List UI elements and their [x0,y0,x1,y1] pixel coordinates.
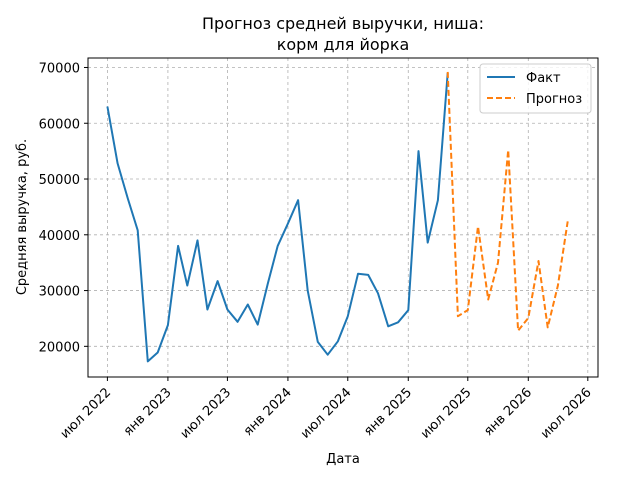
x-tick-label: июл 2024 [298,385,355,442]
legend-label-forecast: Прогноз [526,92,582,107]
x-tick-label: янв 2024 [241,385,295,439]
chart-title-line2: корм для йорка [277,35,410,54]
x-tick-label: июл 2025 [418,385,475,442]
y-tick-label: 20000 [39,340,80,355]
x-tick-label: июл 2026 [538,385,595,442]
series-line-0 [106,73,449,363]
legend-label-fact: Факт [526,71,561,86]
chart-title-line1: Прогноз средней выручки, ниша: [202,14,484,33]
y-tick-label: 40000 [39,229,80,244]
y-tick-label: 30000 [39,285,80,300]
y-tick-label: 60000 [39,117,80,132]
x-tick-label: янв 2023 [121,385,175,439]
plot-frame [87,57,599,378]
y-axis-label: Средняя выручка, руб. [15,139,30,295]
y-tick-label: 50000 [39,173,80,188]
x-tick-label: янв 2025 [361,385,415,439]
x-tick-label: июл 2022 [58,385,115,442]
x-tick-label: июл 2023 [178,385,235,442]
x-tick-label: янв 2026 [481,385,535,439]
legend: Факт Прогноз [479,63,592,114]
y-axis: 20000 30000 40000 50000 60000 70000 [39,61,88,355]
x-axis: июл 2022 янв 2023 июл 2023 янв 2024 июл 2024… [58,377,595,442]
x-axis-label: Дата [326,452,360,467]
series-layer [106,71,569,363]
y-tick-label: 70000 [39,61,80,76]
series-line-1 [446,71,569,332]
